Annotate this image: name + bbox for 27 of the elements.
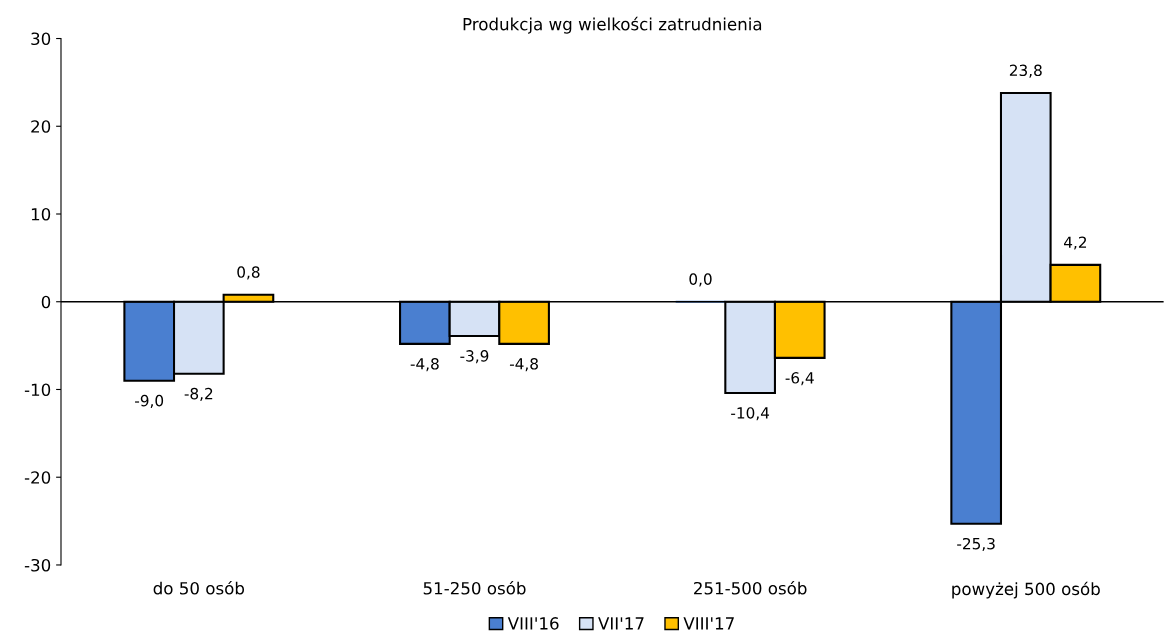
data-label: -8,2 (184, 387, 213, 401)
x-tick-label: 251-500 osób (694, 580, 807, 595)
y-tick-label: 0 (41, 295, 51, 309)
data-label: -6,4 (785, 372, 814, 386)
data-label: 23,8 (1009, 64, 1042, 78)
y-tick-label: -30 (24, 558, 51, 572)
y-tick-label: 10 (31, 207, 51, 221)
y-tick-label: -20 (24, 471, 51, 484)
legend-label: VIII'16 (507, 617, 559, 630)
legend-label: VII'17 (598, 617, 644, 630)
data-label: 0,0 (689, 273, 712, 287)
data-label: -25,3 (957, 537, 995, 551)
data-label: -10,4 (731, 407, 770, 421)
y-tick-label: 20 (31, 120, 51, 133)
chart-title: Produkcja wg wielkości zatrudnienia (463, 16, 762, 34)
x-tick-label: 51-250 osób (423, 580, 526, 595)
data-label: -3,9 (460, 350, 489, 364)
data-label: 0,8 (237, 266, 260, 280)
data-label: 4,2 (1064, 236, 1087, 250)
data-label: -4,8 (410, 358, 439, 372)
y-tick-label: 30 (31, 32, 51, 46)
x-tick-label: powyżej 500 osób (952, 581, 1100, 599)
x-tick-label: do 50 osób (153, 580, 245, 595)
data-label: -9,0 (135, 394, 164, 408)
y-tick-label: -10 (24, 383, 51, 397)
legend-label: VIII'17 (683, 617, 734, 630)
data-label: -4,8 (509, 358, 538, 372)
